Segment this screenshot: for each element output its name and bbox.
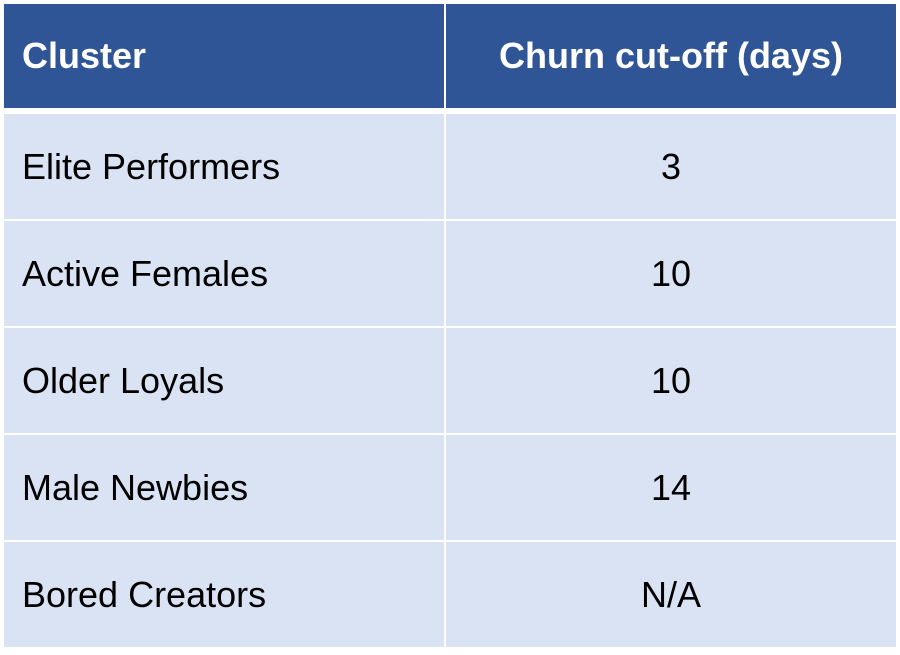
table-row: Bored Creators N/A [2,540,898,649]
cluster-cell: Bored Creators [2,540,446,649]
cutoff-cell: N/A [444,540,898,649]
table-header: Cluster Churn cut-off (days) [2,2,898,112]
cluster-cell: Active Females [2,219,446,328]
cluster-cell: Male Newbies [2,433,446,542]
cutoff-cell: 14 [444,433,898,542]
cluster-cell: Elite Performers [2,108,446,221]
table-row: Older Loyals 10 [2,326,898,435]
cluster-cell: Older Loyals [2,326,446,435]
header-row: Cluster Churn cut-off (days) [2,2,898,112]
table-row: Elite Performers 3 [2,108,898,221]
cutoff-cell: 3 [444,108,898,221]
cutoff-cell: 10 [444,219,898,328]
cutoff-cell: 10 [444,326,898,435]
table-row: Male Newbies 14 [2,433,898,542]
table-row: Active Females 10 [2,219,898,328]
table-body: Elite Performers 3 Active Females 10 Old… [2,108,898,649]
header-cluster: Cluster [2,2,446,112]
header-churn-cutoff: Churn cut-off (days) [444,2,898,112]
